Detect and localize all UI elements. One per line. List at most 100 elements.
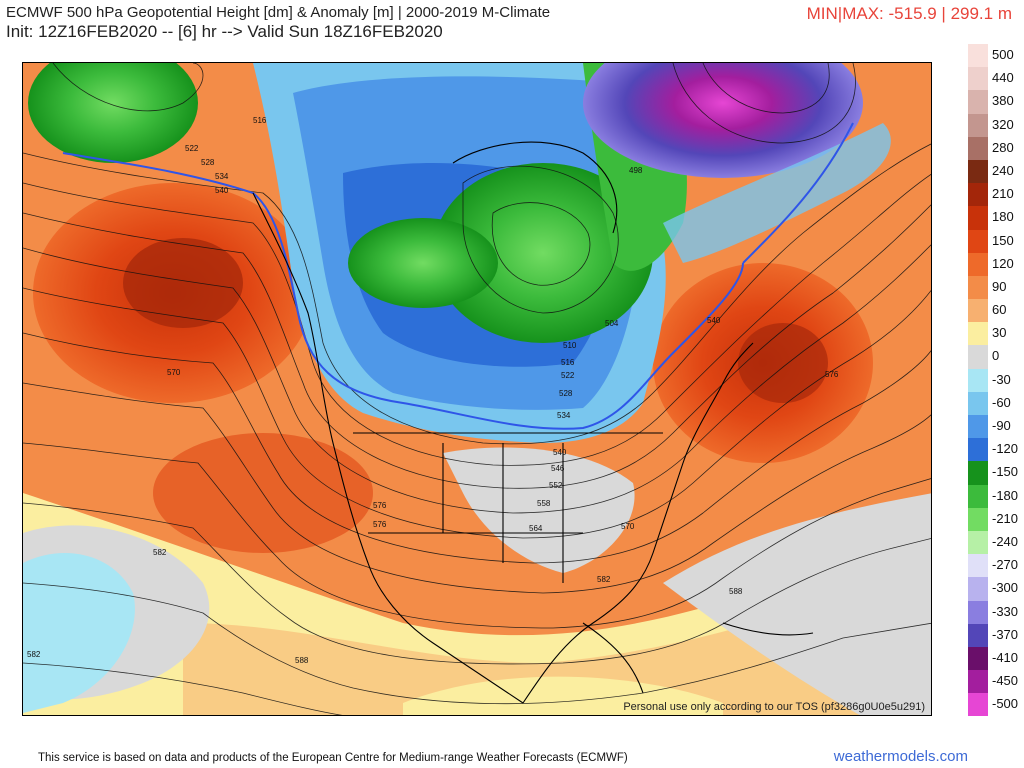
height-contours — [23, 63, 931, 715]
colorbar-swatch — [968, 206, 988, 230]
colorbar-label: 380 — [992, 93, 1014, 109]
colorbar-swatch — [968, 415, 988, 439]
pacific-ridge-core — [123, 238, 243, 328]
colorbar-row: -370 — [968, 623, 1020, 647]
highlighted-540-contour — [62, 152, 744, 430]
contour-label: 570 — [621, 522, 635, 531]
anomaly-colorbar: 500 440 380 320 280 240 210 180 150 120 90 60 30 0 -30… — [968, 44, 1020, 717]
colorbar-row: -30 — [968, 368, 1020, 392]
colorbar-row: -270 — [968, 554, 1020, 578]
colorbar-swatch — [968, 183, 988, 207]
colorbar-row: 30 — [968, 322, 1020, 346]
colorbar-label: -120 — [992, 441, 1019, 457]
minmax-readout: MIN|MAX: -515.9 | 299.1 m — [806, 4, 1012, 23]
contour-label: 522 — [561, 371, 575, 380]
contour-label: 582 — [597, 575, 611, 584]
colorbar-swatch — [968, 90, 988, 114]
map-canvas: 516 522 528 534 540 498 504 510 516 522 … — [23, 63, 931, 715]
colorbar-row: -500 — [968, 693, 1020, 717]
colorbar-swatch — [968, 113, 988, 137]
colorbar-label: -90 — [992, 418, 1011, 433]
colorbar-label: 240 — [992, 162, 1014, 178]
colorbar-row: 440 — [968, 67, 1020, 91]
colorbar-label: -450 — [992, 673, 1019, 689]
colorbar-label: 320 — [992, 116, 1014, 132]
colorbar-swatch — [968, 507, 988, 531]
colorbar-row: -240 — [968, 530, 1020, 555]
contour-label: 516 — [561, 358, 575, 367]
colorbar-row: 150 — [968, 229, 1020, 253]
contour-label: 498 — [629, 166, 643, 175]
colorbar-row: 90 — [968, 275, 1020, 300]
colorbar-swatch — [968, 67, 988, 91]
colorbar-row: 320 — [968, 113, 1020, 137]
arctic-purple-low — [583, 63, 863, 178]
colorbar-swatch — [968, 391, 988, 415]
contour-label: 534 — [557, 411, 571, 420]
colorbar-row: 60 — [968, 299, 1020, 323]
colorbar-swatch — [968, 530, 988, 555]
colorbar-label: -300 — [992, 580, 1019, 596]
colorbar-row: 380 — [968, 90, 1020, 114]
colorbar-label: -240 — [992, 533, 1019, 549]
colorbar-label: 0 — [992, 348, 1000, 364]
colorbar-label: 30 — [992, 325, 1007, 341]
colorbar-swatch — [968, 44, 988, 68]
colorbar-swatch — [968, 229, 988, 253]
colorbar-label: -210 — [992, 510, 1019, 526]
colorbar-row: 280 — [968, 136, 1020, 160]
colorbar-label: 440 — [992, 70, 1014, 86]
highlighted-540-contour-east — [742, 122, 854, 264]
colorbar-swatch — [968, 461, 988, 485]
blue-pacific-anomaly — [23, 553, 135, 713]
atlantic-ridge-core — [738, 323, 828, 403]
anomaly-map[interactable]: 516 522 528 534 540 498 504 510 516 522 … — [22, 62, 932, 716]
colorbar-label: 210 — [992, 186, 1014, 202]
colorbar-row: -180 — [968, 484, 1020, 508]
contour-label: 576 — [373, 520, 387, 529]
colorbar-label: -30 — [992, 371, 1011, 387]
colorbar-label: -370 — [992, 626, 1019, 642]
colorbar-row: 500 — [968, 44, 1020, 68]
gulf-yellow-band — [403, 676, 723, 715]
colorbar-label: -330 — [992, 603, 1019, 619]
colorbar-label: -150 — [992, 464, 1019, 480]
contour-label: 576 — [825, 370, 839, 379]
prairie-low — [348, 218, 498, 308]
grey-neutral-plains — [443, 447, 635, 573]
colorbar-row: -210 — [968, 507, 1020, 531]
contour-label: 528 — [559, 389, 573, 398]
colorbar-swatch — [968, 252, 988, 276]
brand-link[interactable]: weathermodels.com — [833, 748, 968, 765]
colorbar-swatch — [968, 577, 988, 601]
contour-label: 564 — [529, 524, 543, 533]
contour-label: 582 — [27, 650, 41, 659]
contour-label: 528 — [201, 158, 215, 167]
colorbar-row: -450 — [968, 670, 1020, 694]
colorbar-label: 280 — [992, 139, 1014, 155]
colorbar-swatch — [968, 484, 988, 508]
colorbar-swatch — [968, 693, 988, 717]
tos-note: Personal use only according to our TOS (… — [623, 701, 925, 713]
contour-label: 588 — [295, 656, 309, 665]
colorbar-label: 60 — [992, 302, 1007, 318]
colorbar-swatch — [968, 368, 988, 392]
colorbar-row: -150 — [968, 461, 1020, 485]
contour-label: 588 — [729, 587, 743, 596]
colorbar-row: -410 — [968, 646, 1020, 671]
colorbar-row: -120 — [968, 438, 1020, 462]
colorbar-swatch — [968, 322, 988, 346]
colorbar-swatch — [968, 345, 988, 369]
colorbar-label: 150 — [992, 232, 1014, 248]
colorbar-swatch — [968, 646, 988, 671]
colorbar-label: 90 — [992, 278, 1007, 294]
contour-label: 546 — [551, 464, 565, 473]
colorbar-row: 0 — [968, 345, 1020, 369]
contour-label: 552 — [549, 481, 563, 490]
colorbar-row: 240 — [968, 159, 1020, 184]
contour-label: 504 — [605, 319, 619, 328]
colorbar-row: 180 — [968, 206, 1020, 230]
colorbar-swatch — [968, 670, 988, 694]
colorbar-swatch — [968, 299, 988, 323]
south-light-orange-band — [183, 583, 931, 715]
